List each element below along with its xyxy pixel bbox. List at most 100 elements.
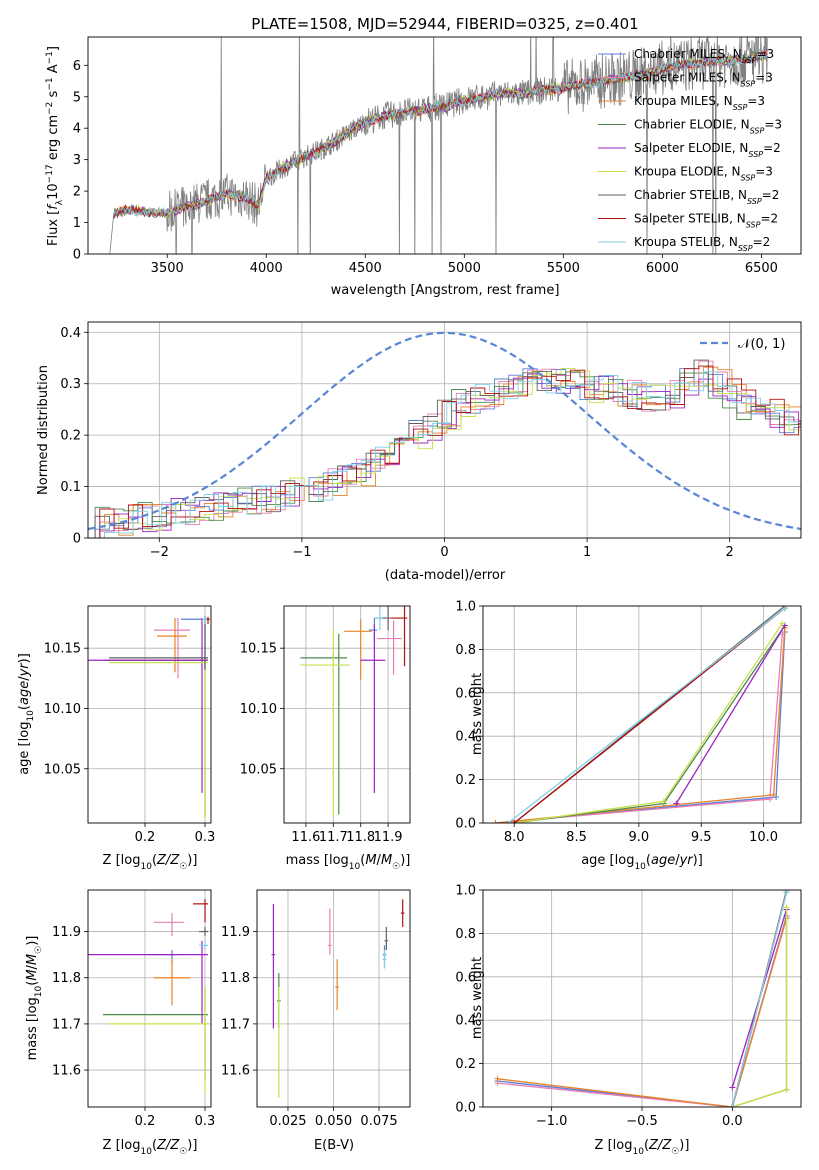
x-tick-label: 0.075: [360, 1114, 397, 1129]
x-tick-label: 8.0: [504, 830, 525, 845]
legend-entry: Salpeter STELIB, NSSP=2: [634, 212, 778, 230]
y-tick-label: 11.6: [52, 1064, 81, 1079]
panel-1-axes: [84, 321, 802, 542]
panel-4-frame: [482, 605, 802, 824]
panel-4-axes: [479, 605, 802, 827]
y-tick-label: 0: [73, 532, 81, 547]
panel-4-grid: [483, 605, 801, 824]
weight-line-kroupa-miles: [497, 918, 788, 1107]
weight-line-chabrier-elodie: [514, 625, 786, 823]
panel4-xlabel: age [log10(age/yr)]: [581, 853, 703, 872]
model-chabrier-stelib-line: [113, 53, 768, 219]
weight-marker: [673, 800, 680, 807]
y-tick-label: 0.2: [455, 1057, 476, 1072]
panel-0-axes: [84, 36, 802, 258]
x-tick-label: 0: [440, 545, 448, 560]
panel5-xlabel: Z [log10(Z/Z☉)]: [103, 1138, 198, 1157]
x-tick-label: 0.2: [135, 830, 156, 845]
errorbar-plot-6: [271, 899, 405, 1098]
hist-salpeter-stelib: [88, 365, 801, 538]
spectrum-plot: [109, 37, 768, 254]
panel7-ylabel: mass weight: [470, 957, 485, 1039]
normal-curve: [88, 331, 801, 531]
y-tick-label: 0.0: [455, 817, 476, 832]
y-tick-label: 0.4: [60, 326, 81, 341]
y-tick-label: 11.8: [221, 971, 250, 986]
hist-chabrier-elodie: [88, 371, 801, 538]
y-tick-label: 0.4: [455, 1014, 476, 1029]
hist-chabrier-stelib: [88, 359, 801, 538]
x-tick-label: 0.3: [195, 1114, 216, 1129]
y-tick-label: 2: [73, 185, 81, 200]
legend-entry: Kroupa STELIB, NSSP=2: [634, 235, 770, 253]
legend-entry: Kroupa ELODIE, NSSP=3: [634, 165, 773, 183]
weight-marker: [729, 1084, 736, 1091]
panel4-ylabel: mass weight: [470, 673, 485, 755]
panel-2-axes: [84, 605, 212, 827]
x-tick-label: 5000: [448, 261, 481, 276]
panel-0-frame: [87, 36, 802, 255]
spectrum-legend: Chabrier MILES, NSSP=3 Salpeter MILES, NS…: [598, 47, 782, 253]
weight-marker: [770, 791, 777, 798]
panel2-ylabel: age [log10(age/yr)]: [17, 653, 36, 775]
histogram-plot: [88, 331, 801, 538]
legend-entry: Chabrier MILES, NSSP=3: [634, 47, 774, 65]
panel7-xlabel: Z [log10(Z/Z☉)]: [595, 1138, 690, 1157]
legend-entry: Salpeter ELODIE, NSSP=2: [634, 141, 781, 159]
panel3-xlabel: mass [log10(M/M☉)]: [286, 853, 411, 872]
y-tick-label: 11.6: [221, 1064, 250, 1079]
weight-line-kroupa-miles: [495, 627, 786, 823]
y-tick-label: 10.05: [44, 762, 81, 777]
x-tick-label: 0.050: [315, 1114, 352, 1129]
x-tick-label: 8.5: [566, 830, 587, 845]
errorbar-plot-3: [300, 606, 408, 816]
panel-6-axes: [253, 889, 411, 1111]
x-tick-label: −0.5: [626, 1114, 658, 1129]
panel-5-frame: [87, 889, 212, 1108]
model-salpeter-stelib-line: [113, 50, 768, 218]
y-tick-label: 0.2: [60, 429, 81, 444]
y-tick-label: 0.0: [455, 1101, 476, 1116]
x-tick-label: 0.0: [722, 1114, 743, 1129]
panel-2-frame: [87, 605, 212, 824]
y-tick-label: 4: [73, 122, 81, 137]
weight-marker: [494, 1075, 501, 1082]
legend-entry: Kroupa MILES, NSSP=3: [634, 94, 765, 112]
y-tick-label: 0.3: [60, 377, 81, 392]
weight-marker: [492, 820, 499, 823]
legend-entry: Chabrier STELIB, NSSP=2: [634, 188, 779, 206]
y-tick-label: 10.15: [44, 642, 81, 657]
panel6-xlabel: E(B-V): [314, 1138, 354, 1153]
y-tick-label: 11.8: [52, 971, 81, 986]
x-tick-label: 2: [726, 545, 734, 560]
y-tick-label: 1.0: [455, 600, 476, 615]
panel-5-axes: [84, 889, 212, 1111]
hist-kroupa-stelib: [90, 371, 801, 538]
errorbar-plot-5: [88, 899, 208, 1094]
x-tick-label: −1.0: [536, 1114, 568, 1129]
x-tick-label: 11.8: [346, 830, 375, 845]
weight-line-kroupa-stelib: [507, 607, 786, 823]
errorbar-plot-2: [88, 615, 210, 820]
y-tick-label: 10.05: [240, 762, 277, 777]
y-tick-label: 11.7: [52, 1017, 81, 1032]
panel-2-grid: [88, 606, 211, 823]
y-tick-label: 10.15: [240, 642, 277, 657]
spectrum-ylabel: Flux [fλ10−17 erg cm−2 s−1 A−1]: [45, 46, 65, 246]
weight-marker: [779, 620, 786, 627]
panel-5-grid: [88, 890, 211, 1107]
x-tick-label: 4000: [250, 261, 283, 276]
y-tick-label: 0.2: [455, 773, 476, 788]
y-tick-label: 0: [73, 248, 81, 263]
legend-entry: Chabrier ELODIE, NSSP=3: [634, 118, 782, 136]
x-tick-label: 10.0: [749, 830, 778, 845]
normal-legend-label: 𝒩(0, 1): [738, 337, 785, 352]
x-tick-label: 6500: [745, 261, 778, 276]
x-tick-label: 11.9: [374, 830, 403, 845]
chart-title: PLATE=1508, MJD=52944, FIBERID=0325, z=0…: [251, 15, 638, 33]
weight-plot-7: [494, 890, 790, 1107]
y-tick-label: 11.7: [221, 1017, 250, 1032]
hist-salpeter-miles: [88, 360, 801, 538]
weight-marker: [729, 1104, 736, 1107]
